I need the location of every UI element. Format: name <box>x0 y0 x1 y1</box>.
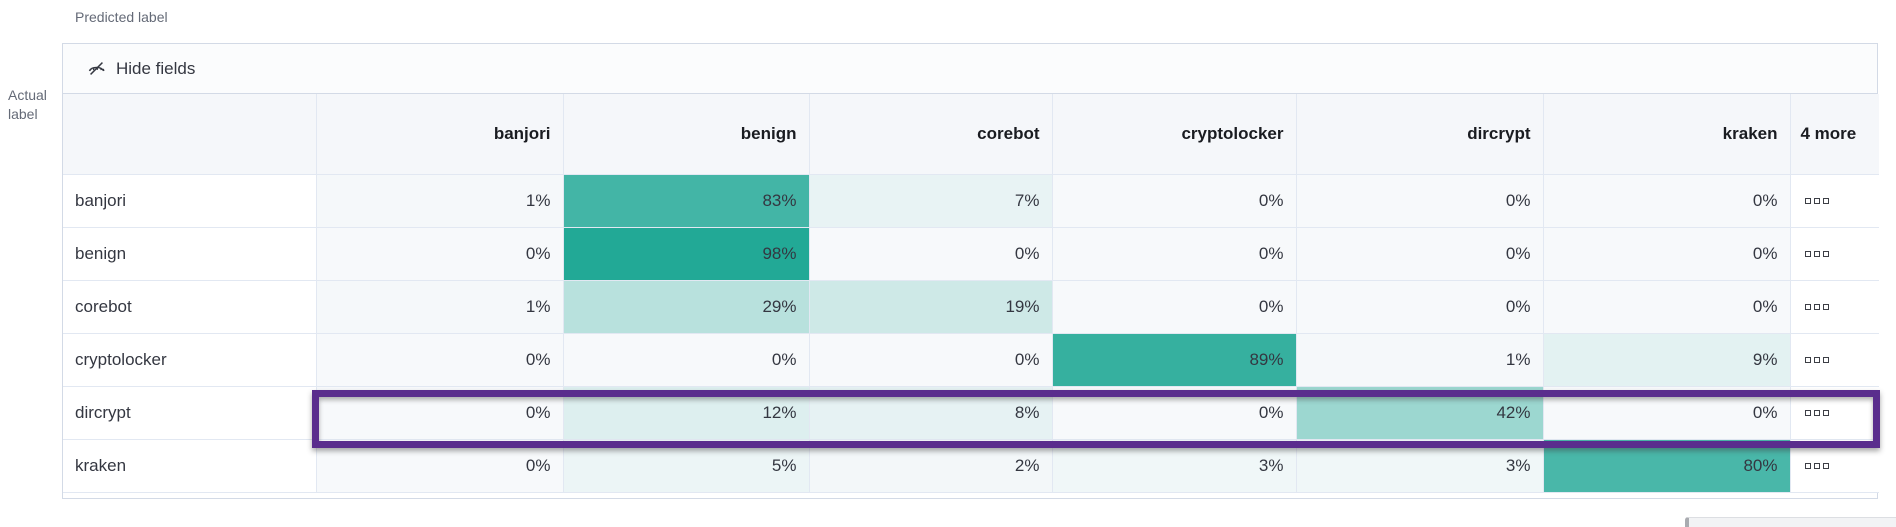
boxes-horizontal-icon <box>1804 357 1829 364</box>
cell-banjori-banjori[interactable]: 1% <box>316 174 564 228</box>
cell-benign-kraken[interactable]: 0% <box>1543 227 1791 281</box>
cell-dircrypt-corebot[interactable]: 8% <box>809 386 1053 440</box>
cell-banjori-cryptolocker[interactable]: 0% <box>1052 174 1297 228</box>
matrix-row-cryptolocker: cryptolocker 0% 0% 0% 89% 1% 9% <box>63 333 1879 387</box>
row-label-column-header <box>63 94 317 175</box>
cell-corebot-kraken[interactable]: 0% <box>1543 280 1791 334</box>
cell-benign-corebot[interactable]: 0% <box>809 227 1053 281</box>
column-header-kraken[interactable]: kraken <box>1543 94 1791 175</box>
cell-kraken-corebot[interactable]: 2% <box>809 439 1053 493</box>
row-label-banjori[interactable]: banjori <box>63 174 317 228</box>
matrix-row-banjori: banjori 1% 83% 7% 0% 0% 0% <box>63 174 1879 228</box>
confusion-matrix-table: banjori benign corebot cryptolocker dircrypt… <box>63 94 1879 493</box>
cell-kraken-more-actions[interactable] <box>1790 439 1879 493</box>
cell-corebot-benign[interactable]: 29% <box>563 280 810 334</box>
eye-closed-icon <box>87 59 106 78</box>
cell-banjori-kraken[interactable]: 0% <box>1543 174 1791 228</box>
cell-kraken-cryptolocker[interactable]: 3% <box>1052 439 1297 493</box>
cell-dircrypt-banjori[interactable]: 0% <box>316 386 564 440</box>
cell-banjori-dircrypt[interactable]: 0% <box>1296 174 1544 228</box>
actual-axis-label-line2: label <box>8 106 38 122</box>
cell-corebot-corebot[interactable]: 19% <box>809 280 1053 334</box>
cell-corebot-cryptolocker[interactable]: 0% <box>1052 280 1297 334</box>
row-label-corebot[interactable]: corebot <box>63 280 317 334</box>
row-label-kraken[interactable]: kraken <box>63 439 317 493</box>
cell-banjori-corebot[interactable]: 7% <box>809 174 1053 228</box>
column-header-banjori[interactable]: banjori <box>316 94 564 175</box>
matrix-header: banjori benign corebot cryptolocker dircrypt… <box>63 94 1879 175</box>
column-header-more[interactable]: 4 more <box>1790 94 1879 175</box>
cell-dircrypt-cryptolocker[interactable]: 0% <box>1052 386 1297 440</box>
matrix-row-kraken: kraken 0% 5% 2% 3% 3% 80% <box>63 439 1879 493</box>
cell-banjori-more-actions[interactable] <box>1790 174 1879 228</box>
cell-dircrypt-benign[interactable]: 12% <box>563 386 810 440</box>
column-header-cryptolocker[interactable]: cryptolocker <box>1052 94 1297 175</box>
cell-cryptolocker-kraken[interactable]: 9% <box>1543 333 1791 387</box>
cell-cryptolocker-banjori[interactable]: 0% <box>316 333 564 387</box>
column-header-benign[interactable]: benign <box>563 94 810 175</box>
cell-benign-benign[interactable]: 98% <box>563 227 810 281</box>
cell-kraken-banjori[interactable]: 0% <box>316 439 564 493</box>
cell-cryptolocker-benign[interactable]: 0% <box>563 333 810 387</box>
boxes-horizontal-icon <box>1804 198 1829 205</box>
matrix-row-benign: benign 0% 98% 0% 0% 0% 0% <box>63 227 1879 281</box>
column-header-corebot[interactable]: corebot <box>809 94 1053 175</box>
predicted-axis-label: Predicted label <box>75 9 168 25</box>
row-label-cryptolocker[interactable]: cryptolocker <box>63 333 317 387</box>
hide-fields-label: Hide fields <box>116 58 196 78</box>
cell-dircrypt-kraken[interactable]: 0% <box>1543 386 1791 440</box>
cell-kraken-dircrypt[interactable]: 3% <box>1296 439 1544 493</box>
actual-axis-label: Actual label <box>8 86 60 124</box>
actual-axis-label-line1: Actual <box>8 87 47 103</box>
hide-fields-button[interactable]: Hide fields <box>81 55 201 83</box>
cell-benign-more-actions[interactable] <box>1790 227 1879 281</box>
grid-toolbar: Hide fields <box>63 44 1877 94</box>
cell-benign-dircrypt[interactable]: 0% <box>1296 227 1544 281</box>
row-label-benign[interactable]: benign <box>63 227 317 281</box>
cell-kraken-benign[interactable]: 5% <box>563 439 810 493</box>
cell-corebot-dircrypt[interactable]: 0% <box>1296 280 1544 334</box>
cell-benign-cryptolocker[interactable]: 0% <box>1052 227 1297 281</box>
cell-benign-banjori[interactable]: 0% <box>316 227 564 281</box>
boxes-horizontal-icon <box>1804 410 1829 417</box>
horizontal-scrollbar[interactable] <box>1685 517 1896 527</box>
boxes-horizontal-icon <box>1804 463 1829 470</box>
column-header-dircrypt[interactable]: dircrypt <box>1296 94 1544 175</box>
confusion-matrix-panel: Hide fields banjori benign corebot cryptolo… <box>62 43 1879 499</box>
cell-corebot-banjori[interactable]: 1% <box>316 280 564 334</box>
cell-cryptolocker-cryptolocker[interactable]: 89% <box>1052 333 1297 387</box>
boxes-horizontal-icon <box>1804 304 1829 311</box>
cell-banjori-benign[interactable]: 83% <box>563 174 810 228</box>
cell-cryptolocker-more-actions[interactable] <box>1790 333 1879 387</box>
cell-corebot-more-actions[interactable] <box>1790 280 1879 334</box>
cell-cryptolocker-corebot[interactable]: 0% <box>809 333 1053 387</box>
row-label-dircrypt[interactable]: dircrypt <box>63 386 317 440</box>
cell-cryptolocker-dircrypt[interactable]: 1% <box>1296 333 1544 387</box>
matrix-row-dircrypt: dircrypt 0% 12% 8% 0% 42% 0% <box>63 386 1879 440</box>
boxes-horizontal-icon <box>1804 251 1829 258</box>
matrix-row-corebot: corebot 1% 29% 19% 0% 0% 0% <box>63 280 1879 334</box>
cell-kraken-kraken[interactable]: 80% <box>1543 439 1791 493</box>
cell-dircrypt-dircrypt[interactable]: 42% <box>1296 386 1544 440</box>
cell-dircrypt-more-actions[interactable] <box>1790 386 1879 440</box>
